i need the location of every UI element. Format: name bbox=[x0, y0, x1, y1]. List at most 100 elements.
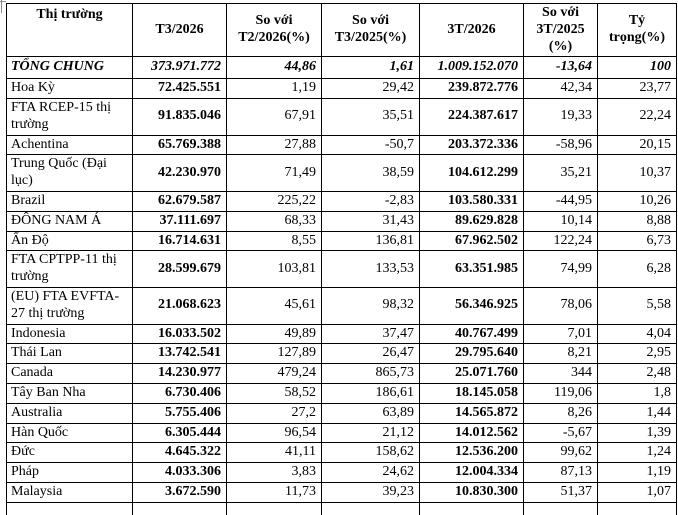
value-3t-2026-cell: 89.629.828 bbox=[419, 210, 524, 232]
value-vs-3t-2025-cell: 10,14 bbox=[523, 210, 598, 232]
value-share-cell: 6,28 bbox=[597, 250, 677, 288]
total-row: TỔNG CHUNG 373.971.772 44,86 1,61 1.009.152.… bbox=[6, 56, 677, 80]
value-vs-3t-2025-cell: -44,95 bbox=[523, 190, 598, 212]
value-vs-3t-2025-cell: 35,21 bbox=[523, 154, 598, 192]
column-header-market: Thị trường bbox=[6, 2, 133, 58]
empty-cell bbox=[321, 501, 420, 515]
value-share-cell: 1,24 bbox=[597, 442, 677, 464]
value-vs-3t-2025-cell: 51,37 bbox=[523, 481, 598, 503]
value-vs-t2-2026-cell: 11,73 bbox=[226, 481, 322, 503]
value-vs-t2-2026-cell: 103,81 bbox=[226, 250, 322, 288]
value-share-cell: 1,07 bbox=[597, 481, 677, 503]
empty-cell bbox=[132, 501, 227, 515]
table-row: Trung Quốc (Đại lục) 42.230.970 71,49 38,59… bbox=[6, 154, 677, 192]
market-name-cell: Trung Quốc (Đại lục) bbox=[6, 154, 133, 192]
value-vs-3t-2025-cell: 74,99 bbox=[523, 250, 598, 288]
value-3t-2026-cell: 103.580.331 bbox=[419, 190, 524, 212]
table-row: Achentina 65.769.388 27,88 -50,7 203.372.336… bbox=[6, 134, 677, 156]
market-name-cell: Hoa Kỳ bbox=[6, 78, 133, 99]
empty-cell bbox=[597, 501, 677, 515]
value-vs-t3-2025-cell: 865,73 bbox=[321, 363, 420, 384]
table-row: Thái Lan 13.742.541 127,89 26,47 29.795.640 8… bbox=[6, 343, 677, 365]
value-vs-t2-2026-cell: 41,11 bbox=[226, 442, 322, 464]
value-vs-t3-2025-cell: 24,62 bbox=[321, 462, 420, 483]
value-t3-2026-cell: 4.033.306 bbox=[132, 462, 227, 483]
value-t3-2026-cell: 13.742.541 bbox=[132, 343, 227, 365]
value-share-cell: 8,88 bbox=[597, 210, 677, 232]
value-vs-3t-2025-cell: 87,13 bbox=[523, 462, 598, 483]
value-vs-t2-2026-cell: 127,89 bbox=[226, 343, 322, 365]
market-name-cell: Ấn Độ bbox=[6, 230, 133, 252]
value-vs-t2-2026-cell: 1,19 bbox=[226, 78, 322, 99]
value-vs-t3-2025-cell: 21,12 bbox=[321, 422, 420, 444]
table-row: FTA RCEP-15 thị trường 91.835.046 67,91 35,… bbox=[6, 97, 677, 136]
value-3t-2026-cell: 12.004.334 bbox=[419, 462, 524, 483]
column-header-vs-3t-2025: So với 3T/2025 (%) bbox=[523, 2, 598, 58]
value-vs-3t-2025-cell: 122,24 bbox=[523, 230, 598, 252]
table-row: Ấn Độ 16.714.631 8,55 136,81 67.962.502 122,2… bbox=[6, 230, 677, 252]
value-t3-2026-cell: 28.599.679 bbox=[132, 250, 227, 288]
market-name-cell: Hàn Quốc bbox=[6, 422, 133, 444]
column-header-3t-2026: 3T/2026 bbox=[419, 2, 524, 58]
empty-cell bbox=[6, 501, 133, 515]
value-3t-2026-cell: 56.346.925 bbox=[419, 286, 524, 325]
value-share-cell: 1,8 bbox=[597, 382, 677, 404]
value-vs-3t-2025-cell: -58,96 bbox=[523, 134, 598, 156]
table-row: FTA CPTPP-11 thị trường 28.599.679 103,81 1… bbox=[6, 250, 677, 288]
value-vs-t3-2025-cell: 26,47 bbox=[321, 343, 420, 365]
value-vs-t2-2026-cell: 45,61 bbox=[226, 286, 322, 325]
value-t3-2026-cell: 6.730.406 bbox=[132, 382, 227, 404]
value-vs-t3-2025-cell: 186,61 bbox=[321, 382, 420, 404]
value-t3-2026-cell: 6.305.444 bbox=[132, 422, 227, 444]
table-row: Đức 4.645.322 41,11 158,62 12.536.200 99,62 1,… bbox=[6, 442, 677, 464]
value-vs-t2-2026-cell: 27,2 bbox=[226, 402, 322, 424]
market-name-cell: (EU) FTA EVFTA-27 thị trường bbox=[6, 286, 133, 325]
value-vs-t2-2026-cell: 58,52 bbox=[226, 382, 322, 404]
value-t3-2026-cell: 5.755.406 bbox=[132, 402, 227, 424]
market-name-cell: Achentina bbox=[6, 134, 133, 156]
column-header-t3-2026: T3/2026 bbox=[132, 2, 227, 58]
column-header-vs-t3-2025: So với T3/2025(%) bbox=[321, 2, 420, 58]
value-t3-2026-cell: 16.033.502 bbox=[132, 323, 227, 345]
value-t3-2026-cell: 62.679.587 bbox=[132, 190, 227, 212]
value-vs-3t-2025-cell: 8,21 bbox=[523, 343, 598, 365]
value-share-cell: 100 bbox=[597, 56, 677, 80]
table-row: Pháp 4.033.306 3,83 24,62 12.004.334 87,13 1,1… bbox=[6, 462, 677, 483]
value-3t-2026-cell: 67.962.502 bbox=[419, 230, 524, 252]
value-3t-2026-cell: 104.612.299 bbox=[419, 154, 524, 192]
value-share-cell: 10,26 bbox=[597, 190, 677, 212]
value-share-cell: 1,39 bbox=[597, 422, 677, 444]
value-vs-3t-2025-cell: -5,67 bbox=[523, 422, 598, 444]
market-name-cell: Đức bbox=[6, 442, 133, 464]
market-name-cell: Malaysia bbox=[6, 481, 133, 503]
value-t3-2026-cell: 42.230.970 bbox=[132, 154, 227, 192]
value-vs-t3-2025-cell: 29,42 bbox=[321, 78, 420, 99]
value-share-cell: 2,95 bbox=[597, 343, 677, 365]
value-t3-2026-cell: 72.425.551 bbox=[132, 78, 227, 99]
market-name-cell: Thái Lan bbox=[6, 343, 133, 365]
value-vs-t3-2025-cell: -50,7 bbox=[321, 134, 420, 156]
value-3t-2026-cell: 25.071.760 bbox=[419, 363, 524, 384]
table-row: Malaysia 3.672.590 11,73 39,23 10.830.300 51,… bbox=[6, 481, 677, 503]
partial-row bbox=[6, 501, 677, 515]
market-name-cell: Australia bbox=[6, 402, 133, 424]
value-share-cell: 23,77 bbox=[597, 78, 677, 99]
value-vs-t2-2026-cell: 3,83 bbox=[226, 462, 322, 483]
value-vs-3t-2025-cell: 344 bbox=[523, 363, 598, 384]
table-row: Indonesia 16.033.502 49,89 37,47 40.767.499 7… bbox=[6, 323, 677, 345]
market-name-cell: FTA RCEP-15 thị trường bbox=[6, 97, 133, 136]
value-vs-t3-2025-cell: 98,32 bbox=[321, 286, 420, 325]
value-share-cell: 2,48 bbox=[597, 363, 677, 384]
table-row: (EU) FTA EVFTA-27 thị trường 21.068.623 45… bbox=[6, 286, 677, 325]
value-vs-t2-2026-cell: 225,22 bbox=[226, 190, 322, 212]
value-vs-t2-2026-cell: 8,55 bbox=[226, 230, 322, 252]
value-t3-2026-cell: 65.769.388 bbox=[132, 134, 227, 156]
table-row: Canada 14.230.977 479,24 865,73 25.071.760 34… bbox=[6, 363, 677, 384]
value-vs-3t-2025-cell: 19,33 bbox=[523, 97, 598, 136]
empty-cell bbox=[419, 501, 524, 515]
value-vs-t3-2025-cell: 63,89 bbox=[321, 402, 420, 424]
table-anchor-mark bbox=[1, 0, 2, 13]
value-3t-2026-cell: 203.372.336 bbox=[419, 134, 524, 156]
value-vs-3t-2025-cell: 8,26 bbox=[523, 402, 598, 424]
value-vs-3t-2025-cell: 42,34 bbox=[523, 78, 598, 99]
